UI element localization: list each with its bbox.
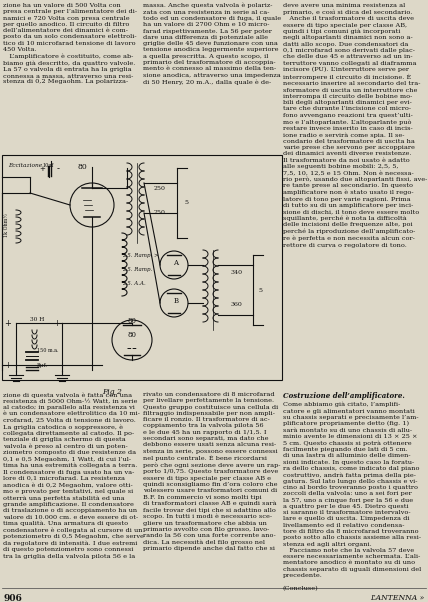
Text: Costruzione dell’amplificatore.: Costruzione dell’amplificatore. xyxy=(283,392,405,400)
Text: 360: 360 xyxy=(230,302,242,308)
Text: 906: 906 xyxy=(4,594,23,602)
Text: 30 H: 30 H xyxy=(30,317,44,322)
Text: 80: 80 xyxy=(128,331,137,339)
Text: 8μf.: 8μf. xyxy=(37,364,48,368)
Text: +: + xyxy=(5,361,12,370)
Text: L’ANTENNA »: L’ANTENNA » xyxy=(370,594,424,602)
Text: 1k Ohm½: 1k Ohm½ xyxy=(4,213,9,237)
Text: +: + xyxy=(54,318,60,327)
Text: 10μf: 10μf xyxy=(42,163,54,168)
Text: zione di questa valvola è fatta con una
resistenza di 5000 Ohm-½ Watt, in serie
: zione di questa valvola è fatta con una … xyxy=(3,392,144,559)
Bar xyxy=(2,155,282,380)
Text: +: + xyxy=(5,318,12,327)
Text: -: - xyxy=(56,164,59,173)
Text: 2.5. A.A.: 2.5. A.A. xyxy=(122,281,146,286)
Text: -: - xyxy=(55,360,59,370)
Text: 340: 340 xyxy=(230,270,242,275)
Text: massa. Anche questa valvola è polariz-
zata con una resistenza in serie al ca-
t: massa. Anche questa valvola è polariz- z… xyxy=(143,3,281,84)
Text: 2.5. Ramp. >: 2.5. Ramp. > xyxy=(122,253,159,258)
Text: B: B xyxy=(173,297,178,305)
Text: deve avere una minima resistenza al
primario, e così si dica del secondario.
   : deve avere una minima resistenza al prim… xyxy=(283,3,428,247)
Text: rivato un condensatore di 8 microfarad
per livellare perfettamente la tensione.
: rivato un condensatore di 8 microfarad p… xyxy=(143,392,280,551)
Text: 250: 250 xyxy=(154,185,166,190)
Text: 150 m.a.: 150 m.a. xyxy=(37,347,59,353)
Text: 250: 250 xyxy=(154,211,166,216)
Text: Fig 2: Fig 2 xyxy=(102,388,122,396)
Text: 80: 80 xyxy=(128,317,137,325)
Text: Come abbiamo già citato, l’amplifi-
catore e gli alimentatori vanno montati
su c: Come abbiamo già citato, l’amplifi- cato… xyxy=(283,402,421,591)
Text: 2.5. Ramp.: 2.5. Ramp. xyxy=(122,267,152,272)
Text: 5: 5 xyxy=(258,288,262,293)
Text: zione ha un valore di 500 Volta con
presa centrale per l’alimentatore dei di-
na: zione ha un valore di 500 Volta con pres… xyxy=(3,3,137,84)
Text: 5: 5 xyxy=(184,200,188,205)
Text: 80: 80 xyxy=(77,163,87,171)
Text: Eccitazione: Eccitazione xyxy=(8,163,42,168)
Text: +: + xyxy=(39,166,45,172)
Text: A: A xyxy=(173,259,178,267)
